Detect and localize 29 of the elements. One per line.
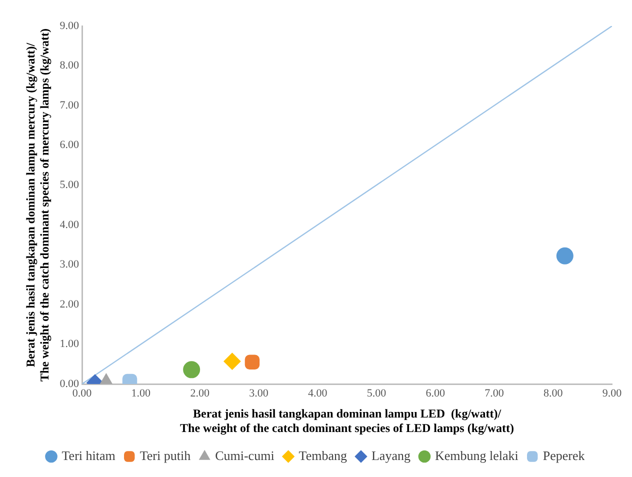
y-axis-title: Berat jenis hasil tangkapan dominan lampu mercury (kg/watt)/ The weight of the catch dominant species of mercury lamps (kg/watt) <box>23 28 52 382</box>
x-tick-label: 5.00 <box>366 387 387 400</box>
legend-label: Teri putih <box>140 448 192 463</box>
y-tick-label: 2.00 <box>60 298 80 310</box>
x-tick-label: 9.00 <box>602 387 622 400</box>
y-tick-label: 5.00 <box>60 179 80 191</box>
legend-label: Tembang <box>298 448 348 463</box>
y-tick-label: 6.00 <box>60 139 80 152</box>
legend-label: Layang <box>371 448 411 463</box>
x-tick-label: 1.00 <box>131 387 152 400</box>
x-tick-label: 7.00 <box>484 387 504 400</box>
legend-label: Teri hitam <box>62 448 116 463</box>
y-tick-label: 4.00 <box>60 218 80 231</box>
legend-label: Peperek <box>542 448 586 463</box>
x-tick-label: 6.00 <box>426 387 446 400</box>
x-tick-label: 2.00 <box>190 387 210 400</box>
x-tick-label: 4.00 <box>308 387 328 400</box>
y-tick-label: 0.00 <box>60 378 80 390</box>
y-tick-label: 7.00 <box>60 99 80 112</box>
y-tick-label: 3.00 <box>60 258 80 271</box>
x-tick-label: 3.00 <box>249 387 269 400</box>
y-tick-label: 1.00 <box>60 338 80 350</box>
legend-label: Kembung lelaki <box>434 448 519 463</box>
legend-label: Cumi-cumi <box>215 448 275 463</box>
x-axis-title: Berat jenis hasil tangkapan dominan lampu LED (kg/watt)/ The weight of the catch dominant species of LED lamps (kg/watt) <box>180 406 514 435</box>
x-tick-label: 8.00 <box>543 387 564 400</box>
y-tick-label: 9.00 <box>60 20 80 32</box>
y-tick-label: 8.00 <box>60 60 80 72</box>
x-tick-label: 0.00 <box>72 387 92 400</box>
